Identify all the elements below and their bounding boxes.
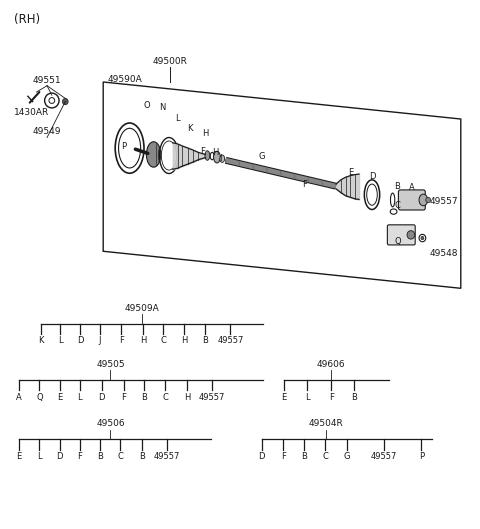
Text: 49557: 49557 <box>217 336 243 345</box>
Text: E: E <box>348 168 353 177</box>
Text: Q: Q <box>394 237 401 247</box>
Text: F: F <box>302 179 307 189</box>
FancyBboxPatch shape <box>387 225 415 245</box>
Text: 49590A: 49590A <box>108 75 143 84</box>
Text: H: H <box>202 129 209 138</box>
Text: B: B <box>141 393 147 402</box>
Text: D: D <box>56 452 63 461</box>
Text: 49548: 49548 <box>430 249 458 259</box>
Text: E: E <box>282 393 287 402</box>
Text: E: E <box>17 452 22 461</box>
Text: B: B <box>203 336 208 345</box>
Text: 49557: 49557 <box>371 452 397 461</box>
Text: Q: Q <box>36 393 43 402</box>
Text: 1430AR: 1430AR <box>13 108 49 117</box>
Text: 49505: 49505 <box>96 360 125 369</box>
Text: A: A <box>16 393 22 402</box>
Text: 49557: 49557 <box>154 452 180 461</box>
Text: L: L <box>58 336 63 345</box>
Text: C: C <box>162 393 168 402</box>
Text: 49500R: 49500R <box>153 57 188 66</box>
Text: B: B <box>139 452 144 461</box>
Text: G: G <box>258 151 265 161</box>
Text: 49506: 49506 <box>96 419 125 428</box>
Text: K: K <box>187 123 192 133</box>
Text: L: L <box>77 393 82 402</box>
Text: D: D <box>258 452 265 461</box>
Text: H: H <box>212 148 218 157</box>
Text: P: P <box>121 141 126 151</box>
Text: H: H <box>140 336 146 345</box>
Text: 49557: 49557 <box>430 196 458 206</box>
Text: D: D <box>77 336 84 345</box>
Text: H: H <box>184 393 191 402</box>
Text: L: L <box>37 452 42 461</box>
Ellipse shape <box>220 155 225 162</box>
Ellipse shape <box>205 151 210 160</box>
Ellipse shape <box>146 142 161 167</box>
Text: F: F <box>77 452 82 461</box>
Text: N: N <box>159 103 166 113</box>
Text: F: F <box>200 147 205 156</box>
Ellipse shape <box>419 194 428 206</box>
Text: L: L <box>305 393 310 402</box>
Text: 49551: 49551 <box>33 76 61 85</box>
Text: B: B <box>301 452 307 461</box>
Ellipse shape <box>214 151 220 163</box>
Text: 49557: 49557 <box>199 393 225 402</box>
Text: F: F <box>119 336 124 345</box>
Text: K: K <box>38 336 44 345</box>
Text: D: D <box>369 172 375 181</box>
Text: D: D <box>98 393 105 402</box>
Text: C: C <box>160 336 166 345</box>
Text: J: J <box>98 336 101 345</box>
Text: 49509A: 49509A <box>124 304 159 313</box>
Text: (RH): (RH) <box>14 13 40 26</box>
Ellipse shape <box>407 231 415 239</box>
Text: 49549: 49549 <box>33 127 61 136</box>
Circle shape <box>62 98 68 105</box>
Text: E: E <box>57 393 62 402</box>
Text: F: F <box>281 452 286 461</box>
Text: F: F <box>329 393 334 402</box>
Ellipse shape <box>426 197 431 203</box>
Text: C: C <box>117 452 123 461</box>
Text: A: A <box>409 183 415 192</box>
Text: B: B <box>351 393 357 402</box>
Text: B: B <box>395 181 400 191</box>
Text: O: O <box>143 101 150 111</box>
Text: H: H <box>181 336 188 345</box>
FancyBboxPatch shape <box>398 190 425 210</box>
Text: G: G <box>343 452 350 461</box>
Text: L: L <box>175 114 180 123</box>
Ellipse shape <box>421 236 424 240</box>
Text: B: B <box>97 452 103 461</box>
Text: F: F <box>121 393 126 402</box>
Text: P: P <box>419 452 424 461</box>
Text: C: C <box>395 200 400 210</box>
Text: C: C <box>323 452 328 461</box>
Text: 49504R: 49504R <box>309 419 344 428</box>
Text: 49606: 49606 <box>317 360 346 369</box>
Text: I: I <box>219 154 222 163</box>
